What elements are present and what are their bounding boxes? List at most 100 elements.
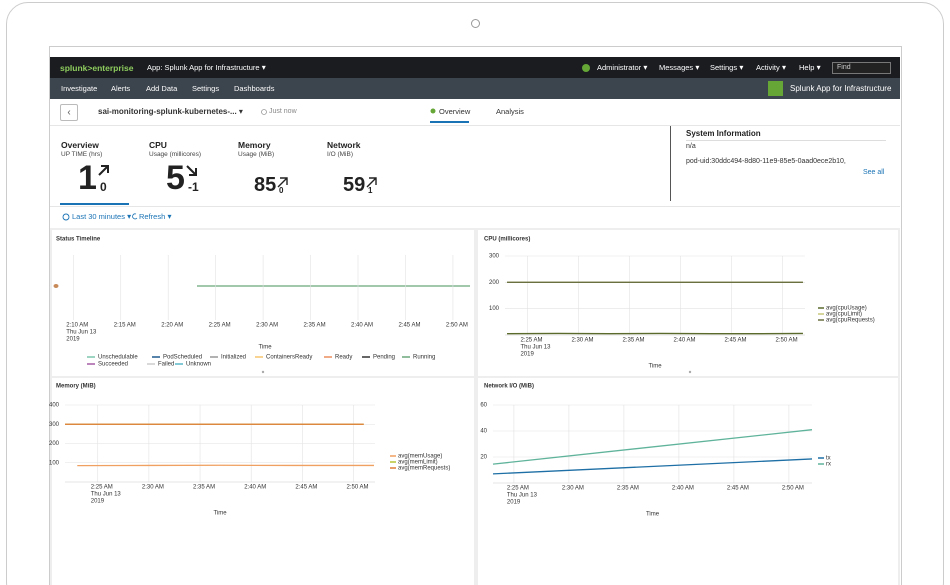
y-tick-label: 20 <box>480 455 487 461</box>
x-tick-label: 2:35 AM <box>304 323 326 329</box>
kpi-trend: 0 <box>279 186 284 195</box>
time-range[interactable]: Last 30 minutes <box>72 212 131 221</box>
x-tick-date: 2019 <box>91 499 105 505</box>
x-tick-label: 2:45 AM <box>725 338 747 344</box>
x-axis-label: Time <box>646 512 660 518</box>
legend-label: avg(cpuRequests) <box>826 318 875 324</box>
x-tick-label: 2:40 AM <box>244 485 266 491</box>
x-tick-label: 2:25 AM <box>520 338 542 344</box>
tab[interactable]: Overview <box>439 107 471 116</box>
x-tick-label: 2:20 AM <box>161 323 183 329</box>
see-all-link[interactable]: See all <box>863 169 885 176</box>
system-info-status: n/a <box>686 143 696 150</box>
divider <box>50 206 900 207</box>
kpi-selected-underline <box>60 203 129 205</box>
x-tick-label: 2:35 AM <box>617 486 639 492</box>
legend-label: ContainersReady <box>266 355 312 361</box>
status-marker <box>53 284 59 288</box>
y-tick-label: 100 <box>489 306 500 312</box>
divider <box>686 140 886 141</box>
legend-label: avg(memUsage) <box>398 454 442 460</box>
logo: splunk>enterprise <box>60 63 134 73</box>
camera <box>471 19 480 28</box>
x-tick-date: Thu Jun 13 <box>66 330 97 336</box>
legend-label: Running <box>413 355 435 361</box>
legend-label: tx <box>826 456 831 462</box>
legend-label: avg(memRequests) <box>398 466 450 472</box>
system-info-title: System Information <box>686 129 761 138</box>
y-tick-label: 300 <box>489 254 500 260</box>
entity-name[interactable]: sai-monitoring-splunk-kubernetes-... <box>98 107 243 116</box>
refresh-icon <box>132 213 138 220</box>
pod-uid: pod-uid:30ddc494-8d80-11e9-85e5-0aad0ece… <box>686 158 846 165</box>
panel <box>478 378 898 585</box>
kpi-subtitle: I/O (MiB) <box>327 151 353 158</box>
app-menu[interactable]: App: Splunk App for Infrastructure <box>147 63 266 72</box>
x-tick-label: 2:30 AM <box>571 338 593 344</box>
kpi-title: CPU <box>149 140 167 150</box>
x-tick-label: 2:40 AM <box>674 338 696 344</box>
x-axis-label: Time <box>648 364 662 370</box>
back-button[interactable]: ‹ <box>60 104 78 121</box>
legend-label: avg(cpuLimit) <box>826 312 862 318</box>
top-menu[interactable]: Administrator <box>597 63 647 72</box>
legend-label: avg(memLimit) <box>398 460 438 466</box>
series-line <box>492 429 813 465</box>
legend-label: Unschedulable <box>98 355 138 361</box>
app-nav-item[interactable]: Alerts <box>111 84 131 93</box>
updated-time: Just now <box>269 108 297 115</box>
entity-bar <box>50 99 900 126</box>
x-tick-label: 2:35 AM <box>193 485 215 491</box>
x-tick-label: 2:40 AM <box>351 323 373 329</box>
x-tick-date: Thu Jun 13 <box>91 492 122 498</box>
x-tick-label: 2:30 AM <box>142 485 164 491</box>
x-tick-label: 2:25 AM <box>507 486 529 492</box>
app-nav <box>50 78 900 99</box>
legend-label: Failed <box>158 362 174 368</box>
top-menu[interactable]: Messages <box>659 63 699 72</box>
resize-handle <box>688 370 692 374</box>
app-title: Splunk App for Infrastructure <box>790 84 892 93</box>
y-tick-label: 60 <box>480 403 487 409</box>
y-tick-label: 100 <box>49 460 60 466</box>
check-icon <box>430 108 436 114</box>
x-tick-date: 2019 <box>507 500 521 506</box>
tab[interactable]: Analysis <box>496 107 524 116</box>
app-nav-item[interactable]: Settings <box>192 84 220 93</box>
x-axis-label: Time <box>258 345 272 351</box>
resize-handle <box>261 370 265 374</box>
x-tick-label: 2:45 AM <box>727 486 749 492</box>
app-nav-item[interactable]: Add Data <box>146 84 178 93</box>
x-tick-label: 2:25 AM <box>91 485 113 491</box>
kpi-trend: 0 <box>100 180 107 194</box>
kpi-trend: -1 <box>188 180 199 194</box>
panel-title: CPU (millicores) <box>484 237 530 243</box>
x-tick-label: 2:45 AM <box>398 323 420 329</box>
x-tick-date: 2019 <box>66 337 80 343</box>
kpi-trend: 1 <box>368 186 373 195</box>
app-nav-item[interactable]: Investigate <box>61 84 98 93</box>
y-tick-label: 300 <box>49 422 60 428</box>
legend-label: Ready <box>335 355 352 361</box>
kpi-subtitle: Usage (millicores) <box>149 151 202 158</box>
kpi-title: Network <box>327 140 361 150</box>
top-menu[interactable]: Settings <box>710 63 743 72</box>
app-nav-item[interactable]: Dashboards <box>234 84 275 93</box>
y-tick-label: 200 <box>49 441 60 447</box>
x-tick-date: Thu Jun 13 <box>507 493 538 499</box>
search-box[interactable]: Find <box>832 62 891 74</box>
top-menu[interactable]: Activity <box>756 63 786 72</box>
panel <box>478 230 898 376</box>
kpi-value: 85 <box>254 174 277 196</box>
refresh[interactable]: Refresh <box>139 212 172 221</box>
x-tick-label: 2:35 AM <box>622 338 644 344</box>
x-tick-label: 2:50 AM <box>347 485 369 491</box>
top-menu[interactable]: Help <box>799 63 821 72</box>
x-tick-label: 2:10 AM <box>66 323 88 329</box>
kpi-value: 1 <box>78 159 97 197</box>
kpi-subtitle: UP TIME (hrs) <box>61 151 103 158</box>
legend-label: Pending <box>373 355 395 361</box>
kpi-title: Overview <box>61 140 99 150</box>
x-tick-date: Thu Jun 13 <box>520 345 551 351</box>
